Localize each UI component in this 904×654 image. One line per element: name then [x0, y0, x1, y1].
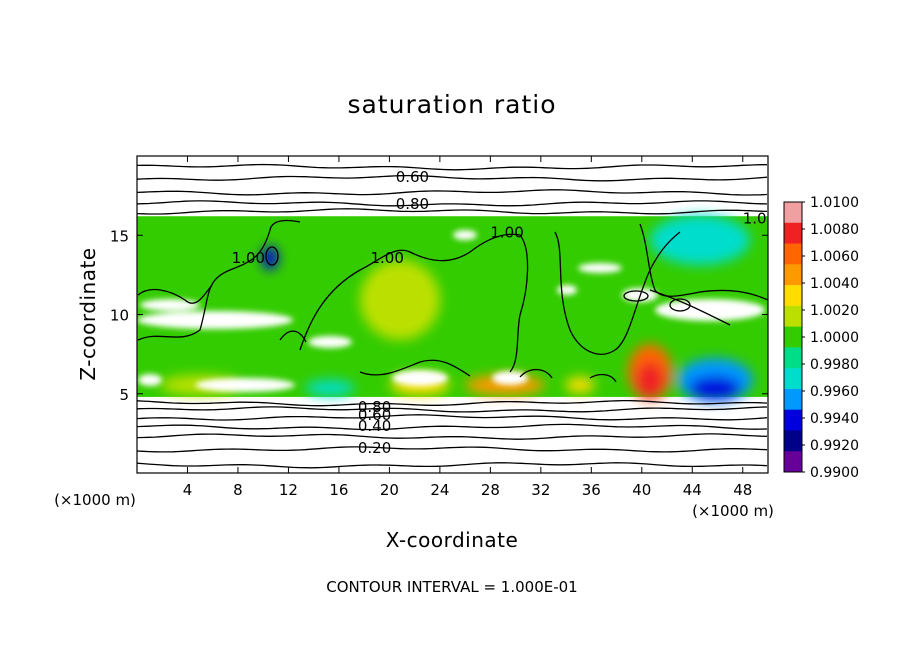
colorbar-segment — [784, 451, 802, 473]
colorbar-segment — [784, 326, 802, 348]
x-tick-label: 48 — [733, 481, 752, 499]
colorbar: 1.0100 1.0080 1.0060 1.0040 1.0020 1.0000 0.99… — [783, 195, 859, 481]
contour-line — [137, 174, 768, 182]
x-axis-label: X-coordinate — [386, 528, 519, 552]
x-tick-label: 12 — [279, 481, 298, 499]
colorbar-label: 1.0020 — [810, 303, 859, 319]
contour-line — [137, 200, 768, 207]
x-tick-label: 32 — [531, 481, 550, 499]
contour-line — [137, 414, 768, 421]
y-tick-label: 15 — [110, 227, 129, 245]
y-tick-label: 10 — [110, 307, 129, 325]
colorbar-segment — [784, 285, 802, 307]
contour-label: 1.00 — [490, 224, 523, 242]
contour-labels: 0.600.801.00 1.001.001.000.800.600.400.20 — [232, 168, 776, 457]
plot-area: 0.600.801.00 1.001.001.000.800.600.400.20 — [137, 156, 776, 473]
contour-line — [137, 433, 768, 440]
colorbar-label: 1.0000 — [810, 330, 859, 346]
x-tick-label: 40 — [632, 481, 651, 499]
colorbar-segment — [784, 409, 802, 431]
contour-line — [137, 423, 768, 431]
colorbar-label: 0.9940 — [810, 411, 859, 427]
contour-line — [137, 406, 768, 413]
colorbar-segment — [784, 264, 802, 286]
y-axis: 5 10 15 — [110, 227, 768, 404]
colorbar-label: 1.0100 — [810, 195, 859, 211]
colorbar-segment — [784, 243, 802, 265]
colorbar-label: 1.0040 — [810, 276, 859, 292]
x-axis: 4 8 12 16 20 24 28 32 36 40 44 48 — [183, 156, 752, 499]
colorbar-segment — [784, 368, 802, 390]
colorbar-label: 0.9920 — [810, 438, 859, 454]
contour-line — [137, 462, 768, 469]
colorbar-label: 0.9960 — [810, 384, 859, 400]
x-units-right: (×1000 m) — [692, 502, 774, 520]
contour-line — [137, 446, 768, 453]
x-tick-label: 28 — [481, 481, 500, 499]
y-tick-label: 5 — [119, 386, 129, 404]
contour-label: 0.60 — [396, 168, 429, 186]
colorbar-segment — [784, 388, 802, 411]
contour-line — [137, 163, 767, 171]
colorbar-label: 1.0080 — [810, 222, 859, 238]
x-tick-label: 16 — [329, 481, 348, 499]
y-axis-label: Z-coordinate — [76, 247, 100, 380]
x-tick-label: 44 — [683, 481, 702, 499]
contour-label: 1.00 — [370, 249, 403, 267]
x-tick-label: 8 — [233, 481, 243, 499]
contour-line — [137, 189, 768, 196]
colorbar-segment — [784, 430, 802, 452]
contour-label: 0.80 — [396, 195, 429, 213]
colorbar-segment — [784, 222, 802, 245]
contour-lines — [137, 163, 768, 469]
contour-label: 0.20 — [358, 439, 391, 457]
contour-line — [137, 208, 768, 215]
contour-label: 0.80 — [358, 398, 391, 416]
colorbar-segment — [784, 305, 802, 328]
x-tick-label: 24 — [430, 481, 449, 499]
contour-line — [137, 399, 768, 407]
contour-label: 1.00 — [743, 209, 776, 227]
colorbar-label: 0.9980 — [810, 357, 859, 373]
x-tick-label: 4 — [183, 481, 193, 499]
colorbar-segment — [784, 202, 802, 224]
x-tick-label: 20 — [380, 481, 399, 499]
contour-label: 0.40 — [358, 417, 391, 435]
colorbar-label: 0.9900 — [810, 465, 859, 481]
colorbar-segment — [784, 347, 802, 369]
colorbar-label: 1.0060 — [810, 249, 859, 265]
contour-label: 0.60 — [358, 406, 391, 424]
x-tick-label: 36 — [582, 481, 601, 499]
chart-title: saturation ratio — [347, 90, 556, 119]
interior-contours — [137, 219, 768, 383]
x-units-left: (×1000 m) — [54, 491, 136, 509]
contour-interval-note: CONTOUR INTERVAL = 1.000E-01 — [326, 578, 577, 596]
contour-label: 1.00 — [232, 249, 265, 267]
